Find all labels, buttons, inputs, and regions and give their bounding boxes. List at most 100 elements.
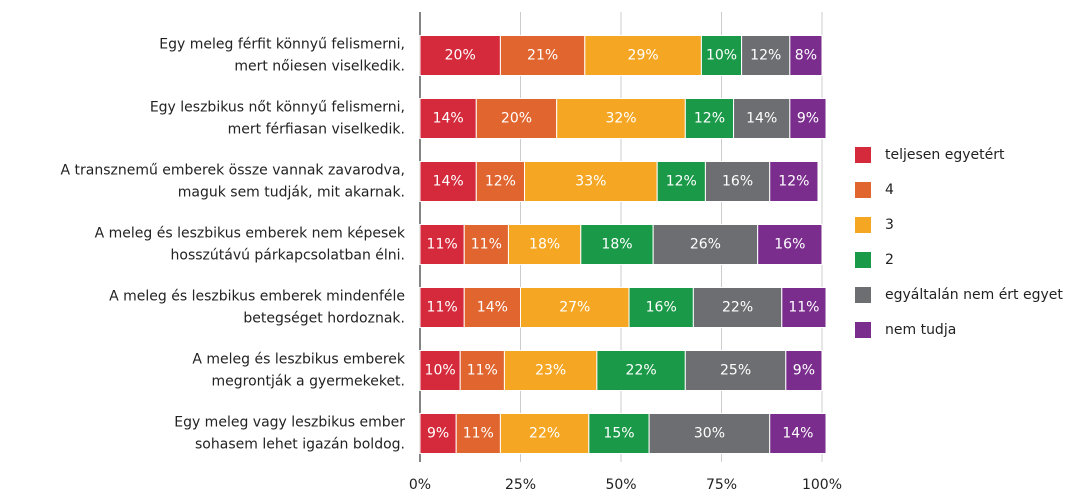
legend-label: nem tudja xyxy=(885,322,956,338)
legend-label: 4 xyxy=(885,182,894,198)
x-tick-label: 75% xyxy=(706,477,737,493)
data-label: 14% xyxy=(782,426,813,442)
bar-segment xyxy=(704,161,771,202)
category-label-line: mert férfiasan viselkedik. xyxy=(228,122,405,138)
data-label: 22% xyxy=(529,426,560,442)
data-label: 16% xyxy=(722,174,753,190)
data-label: 23% xyxy=(535,363,566,379)
data-label: 14% xyxy=(433,174,464,190)
category-label-line: maguk sem tudják, mit akarnak. xyxy=(178,185,405,201)
category-label: A meleg és leszbikus emberek mindenféle b… xyxy=(109,289,405,327)
data-label: 11% xyxy=(427,300,458,316)
bar-segment xyxy=(757,224,823,265)
data-label: 10% xyxy=(706,48,737,64)
bar-segment xyxy=(700,35,743,76)
data-label: 22% xyxy=(626,363,657,379)
bar-segment xyxy=(455,413,501,454)
bar-segment xyxy=(503,350,598,391)
data-label: 12% xyxy=(778,174,809,190)
bar-segment xyxy=(648,413,771,454)
bar-segment xyxy=(741,35,791,76)
category-label: A transznemű emberek össze vannak zavaro… xyxy=(60,163,405,201)
bar-segment xyxy=(556,98,686,139)
bar-segment xyxy=(475,98,558,139)
bar-segment xyxy=(520,287,630,328)
data-label: 9% xyxy=(797,111,819,127)
legend-swatch xyxy=(855,287,871,303)
x-tick-label: 50% xyxy=(605,477,636,493)
data-label: 22% xyxy=(722,300,753,316)
data-label: 12% xyxy=(666,174,697,190)
category-label-line: Egy meleg férfit könnyű felismerni, xyxy=(159,37,405,53)
data-label: 11% xyxy=(788,300,819,316)
bar-segment xyxy=(692,287,783,328)
category-label: Egy meleg férfit könnyű felismerni, mert … xyxy=(159,37,405,75)
data-label: 26% xyxy=(690,237,721,253)
x-tick-label: 25% xyxy=(505,477,536,493)
data-label: 30% xyxy=(694,426,725,442)
data-label: 12% xyxy=(694,111,725,127)
bar-segment xyxy=(769,413,827,454)
category-label-line: A meleg és leszbikus emberek mindenféle xyxy=(109,289,405,305)
data-label: 12% xyxy=(750,48,781,64)
data-label: 27% xyxy=(559,300,590,316)
bar-segment xyxy=(419,35,501,76)
data-label: 11% xyxy=(471,237,502,253)
category-label-line: A transznemű emberek össze vannak zavaro… xyxy=(60,163,405,179)
legend-swatch xyxy=(855,322,871,338)
legend-swatch xyxy=(855,217,871,233)
data-label: 11% xyxy=(427,237,458,253)
bar-segment xyxy=(628,287,694,328)
data-label: 9% xyxy=(427,426,449,442)
data-label: 32% xyxy=(605,111,636,127)
bar-segment xyxy=(459,350,505,391)
category-label: Egy leszbikus nőt könnyű felismerni, mert… xyxy=(150,100,405,138)
data-label: 16% xyxy=(646,300,677,316)
data-label: 15% xyxy=(603,426,634,442)
data-label: 11% xyxy=(463,426,494,442)
bar-segment xyxy=(475,161,526,202)
bar-segment xyxy=(652,224,759,265)
bar-segment xyxy=(588,413,650,454)
bar-segment xyxy=(781,287,827,328)
legend-label: 2 xyxy=(885,252,894,268)
bar-segment xyxy=(733,98,791,139)
bar-segment xyxy=(684,98,735,139)
bar-segment xyxy=(419,413,457,454)
category-label-line: sohasem lehet igazán boldog. xyxy=(195,437,405,453)
data-label: 25% xyxy=(720,363,751,379)
bar-segment xyxy=(463,287,521,328)
category-label-line: A meleg és leszbikus emberek nem képesek xyxy=(95,226,406,242)
bar-segment xyxy=(507,224,582,265)
bar-segment xyxy=(684,350,787,391)
category-label-line: megrontják a gyermekeket. xyxy=(212,374,406,390)
bar-segment xyxy=(785,350,823,391)
legend-label: teljesen egyetért xyxy=(885,147,1005,163)
data-label: 18% xyxy=(529,237,560,253)
data-label: 14% xyxy=(477,300,508,316)
legend-label: 3 xyxy=(885,217,894,233)
x-tick-label: 0% xyxy=(409,477,431,493)
bar-segment xyxy=(789,98,827,139)
bar-segment xyxy=(789,35,823,76)
data-label: 11% xyxy=(467,363,498,379)
category-label-line: Egy leszbikus nőt könnyű felismerni, xyxy=(150,100,405,116)
bar-segment xyxy=(419,161,477,202)
data-label: 12% xyxy=(485,174,516,190)
category-label-line: A meleg és leszbikus emberek xyxy=(192,352,406,368)
category-label-line: betegséget hordoznak. xyxy=(243,311,405,327)
category-label-line: hosszútávú párkapcsolatban élni. xyxy=(171,248,406,264)
bar-segment xyxy=(419,350,461,391)
category-label: Egy meleg vagy leszbikus ember sohasem le… xyxy=(174,415,405,453)
data-label: 16% xyxy=(774,237,805,253)
category-label: A meleg és leszbikus emberek nem képesek… xyxy=(95,226,406,264)
data-label: 9% xyxy=(793,363,815,379)
data-label: 8% xyxy=(795,48,817,64)
data-label: 20% xyxy=(445,48,476,64)
category-label-line: Egy meleg vagy leszbikus ember xyxy=(174,415,405,431)
category-label-line: mert nőiesen viselkedik. xyxy=(234,59,405,75)
legend-swatch xyxy=(855,252,871,268)
data-label: 14% xyxy=(433,111,464,127)
bar-segment xyxy=(419,98,477,139)
